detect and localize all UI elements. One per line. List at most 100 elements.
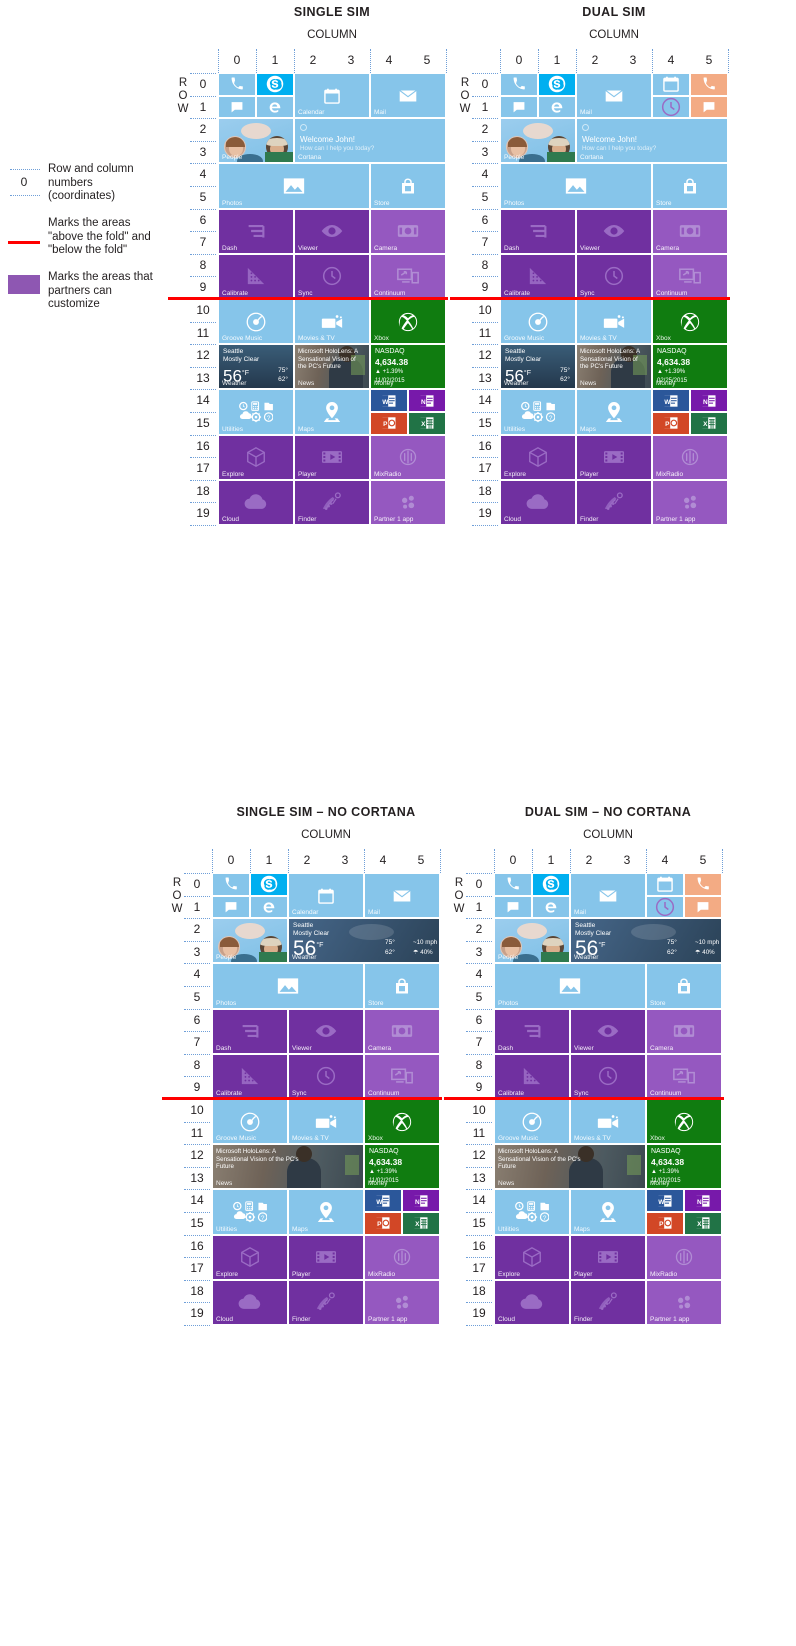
tile-skype[interactable]: [533, 874, 569, 895]
tile-utilities[interactable]: ? Utilities: [213, 1190, 287, 1234]
tile-mail[interactable]: Mail: [571, 874, 645, 918]
tile-maps[interactable]: Maps: [295, 390, 369, 434]
tile-maps[interactable]: Maps: [289, 1190, 363, 1234]
tile-partner_app[interactable]: Partner 1 app: [647, 1280, 721, 1324]
tile-maps[interactable]: Maps: [577, 390, 651, 434]
tile-weather[interactable]: Seattle Mostly Clear 56°F 75° 62° ~10 mph ☂ 40…: [289, 919, 439, 963]
tile-finder[interactable]: Finder: [295, 480, 369, 524]
tile-photos[interactable]: Photos: [495, 964, 645, 1008]
tile-news[interactable]: Microsoft HoloLens: A Sensational Vision…: [213, 1145, 363, 1189]
tile-weather[interactable]: Seattle Mostly Clear 56°F 75° 62° Weather: [219, 345, 293, 389]
tile-people[interactable]: People: [495, 919, 569, 963]
tile-messaging[interactable]: [219, 96, 255, 118]
tile-photos[interactable]: Photos: [219, 164, 369, 208]
tile-camera[interactable]: Camera: [365, 1009, 439, 1053]
tile-money[interactable]: NASDAQ 4,634.38 ▲ +1.39% 11/02/2015 Money: [647, 1145, 721, 1189]
tile-excel[interactable]: X: [403, 1213, 439, 1234]
tile-skype[interactable]: [539, 74, 575, 95]
tile-mixradio[interactable]: MixRadio: [365, 1235, 439, 1279]
tile-player[interactable]: Player: [577, 435, 651, 479]
tile-sim2_messaging[interactable]: [691, 96, 727, 118]
tile-groove_music[interactable]: Groove Music: [219, 300, 293, 344]
tile-messaging[interactable]: [213, 896, 249, 918]
tile-excel[interactable]: X: [409, 413, 445, 434]
tile-money[interactable]: NASDAQ 4,634.38 ▲ +1.39% 11/02/2015 Money: [365, 1145, 439, 1189]
tile-phone[interactable]: [495, 874, 531, 895]
tile-word[interactable]: W: [365, 1190, 401, 1211]
tile-maps[interactable]: Maps: [571, 1190, 645, 1234]
tile-onenote[interactable]: N: [691, 390, 727, 411]
tile-settings[interactable]: [653, 96, 689, 118]
tile-store[interactable]: Store: [365, 964, 439, 1008]
tile-utilities[interactable]: ? Utilities: [501, 390, 575, 434]
tile-dash[interactable]: Dash: [501, 209, 575, 253]
tile-player[interactable]: Player: [289, 1235, 363, 1279]
tile-word[interactable]: W: [647, 1190, 683, 1211]
tile-camera[interactable]: Camera: [647, 1009, 721, 1053]
tile-calibrate[interactable]: Calibrate: [501, 254, 575, 298]
tile-utilities[interactable]: ? Utilities: [495, 1190, 569, 1234]
tile-xbox[interactable]: Xbox: [647, 1100, 721, 1144]
tile-powerpoint[interactable]: P: [371, 413, 407, 434]
tile-mail[interactable]: Mail: [577, 74, 651, 118]
tile-photos[interactable]: Photos: [501, 164, 651, 208]
tile-cloud[interactable]: Cloud: [495, 1280, 569, 1324]
tile-viewer[interactable]: Viewer: [295, 209, 369, 253]
tile-edge[interactable]: [539, 96, 575, 118]
tile-player[interactable]: Player: [295, 435, 369, 479]
tile-continuum[interactable]: Continuum: [365, 1054, 439, 1098]
tile-finder[interactable]: Finder: [571, 1280, 645, 1324]
tile-player[interactable]: Player: [571, 1235, 645, 1279]
tile-store[interactable]: Store: [647, 964, 721, 1008]
tile-mixradio[interactable]: MixRadio: [647, 1235, 721, 1279]
tile-dash[interactable]: Dash: [495, 1009, 569, 1053]
tile-cortana[interactable]: Welcome John! How can I help you today? Co…: [295, 119, 445, 163]
tile-sync[interactable]: Sync: [577, 254, 651, 298]
tile-cloud[interactable]: Cloud: [501, 480, 575, 524]
tile-sync[interactable]: Sync: [295, 254, 369, 298]
tile-explore[interactable]: Explore: [213, 1235, 287, 1279]
tile-store[interactable]: Store: [371, 164, 445, 208]
tile-edge[interactable]: [257, 96, 293, 118]
tile-xbox[interactable]: Xbox: [653, 300, 727, 344]
tile-mail[interactable]: Mail: [371, 74, 445, 118]
tile-powerpoint[interactable]: P: [653, 413, 689, 434]
tile-xbox[interactable]: Xbox: [371, 300, 445, 344]
tile-phone[interactable]: [219, 74, 255, 95]
tile-people[interactable]: People: [219, 119, 293, 163]
tile-edge[interactable]: [251, 896, 287, 918]
tile-calendar[interactable]: 13 Calendar: [289, 874, 363, 918]
tile-groove_music[interactable]: Groove Music: [495, 1100, 569, 1144]
tile-dash[interactable]: Dash: [213, 1009, 287, 1053]
tile-onenote[interactable]: N: [409, 390, 445, 411]
tile-partner_app[interactable]: Partner 1 app: [371, 480, 445, 524]
tile-viewer[interactable]: Viewer: [577, 209, 651, 253]
tile-money[interactable]: NASDAQ 4,634.38 ▲ +1.39% 11/02/2015 Money: [371, 345, 445, 389]
tile-movies_tv[interactable]: Movies & TV: [577, 300, 651, 344]
tile-messaging[interactable]: [495, 896, 531, 918]
tile-explore[interactable]: Explore: [495, 1235, 569, 1279]
tile-xbox[interactable]: Xbox: [365, 1100, 439, 1144]
tile-sync[interactable]: Sync: [571, 1054, 645, 1098]
tile-movies_tv[interactable]: Movies & TV: [295, 300, 369, 344]
tile-onenote[interactable]: N: [685, 1190, 721, 1211]
tile-excel[interactable]: X: [691, 413, 727, 434]
tile-partner_app[interactable]: Partner 1 app: [365, 1280, 439, 1324]
tile-utilities[interactable]: ? Utilities: [219, 390, 293, 434]
tile-continuum[interactable]: Continuum: [371, 254, 445, 298]
tile-settings[interactable]: [647, 896, 683, 918]
tile-money[interactable]: NASDAQ 4,634.38 ▲ +1.39% 02/25/2015 Money: [653, 345, 727, 389]
tile-continuum[interactable]: Continuum: [653, 254, 727, 298]
tile-store[interactable]: Store: [653, 164, 727, 208]
tile-news[interactable]: Microsoft HoloLens: A Sensational Vision…: [577, 345, 651, 389]
tile-weather[interactable]: Seattle Mostly Clear 56°F 75° 62° Weather: [501, 345, 575, 389]
tile-calibrate[interactable]: Calibrate: [213, 1054, 287, 1098]
tile-skype[interactable]: [251, 874, 287, 895]
tile-sim2_messaging[interactable]: [685, 896, 721, 918]
tile-viewer[interactable]: Viewer: [571, 1009, 645, 1053]
tile-sim2_phone[interactable]: [685, 874, 721, 895]
tile-cortana[interactable]: Welcome John! How can I help you today? Co…: [577, 119, 727, 163]
tile-edge[interactable]: [533, 896, 569, 918]
tile-camera[interactable]: Camera: [653, 209, 727, 253]
tile-people[interactable]: People: [501, 119, 575, 163]
